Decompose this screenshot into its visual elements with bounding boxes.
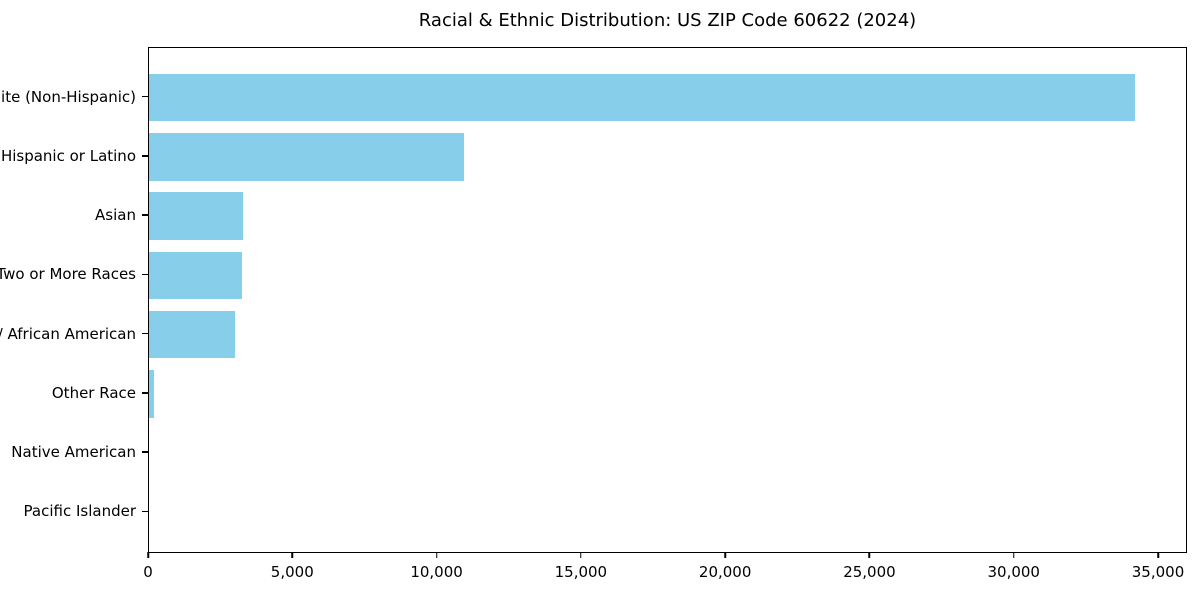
x-tick-label: 5,000 [270,562,314,581]
y-tick-mark [141,392,148,394]
x-tick-mark [147,551,149,558]
y-tick-mark [141,95,148,98]
bar [149,73,1136,122]
x-tick-label: 25,000 [843,562,896,581]
y-tick-mark [141,273,148,276]
x-tick-label: 35,000 [1131,562,1185,581]
x-tick-mark [1157,551,1159,558]
x-tick-mark [724,551,726,558]
x-tick-mark [1012,551,1015,558]
y-axis-category-label: White (Non-Hispanic) [0,87,136,106]
x-tick-label: 0 [143,562,153,581]
y-axis-category-label: Pacific Islander [23,502,136,521]
y-axis-category-label: Hispanic or Latino [0,146,136,165]
y-axis: White (Non-Hispanic) Hispanic or Latino As… [0,47,148,553]
x-tick-label: 20,000 [698,562,752,581]
bar [149,370,155,418]
bar [149,192,243,240]
x-axis: 0 5,000 10,000 15,000 20,000 25,000 30,000 35,0… [143,551,1185,596]
y-tick-mark [141,214,148,216]
x-tick-mark [435,551,438,558]
x-tick-label: 30,000 [987,562,1040,581]
y-axis-category-label: Two or More Races [0,265,136,284]
x-tick-mark [580,551,582,558]
y-axis-category-label: Asian [95,206,136,225]
chart-title: Racial & Ethnic Distribution: US ZIP Cod… [418,10,917,31]
y-axis-category-label: Native American [11,443,136,462]
bar [149,133,464,181]
bar [149,310,235,359]
x-tick-label: 10,000 [410,562,463,581]
bar [149,251,242,300]
y-axis-category-label: Other Race [51,383,136,402]
y-tick-mark [141,332,148,335]
plot-area [148,47,1187,553]
x-tick-mark [291,551,294,558]
x-tick-label: 15,000 [554,562,608,581]
y-tick-mark [141,451,148,453]
y-tick-mark [141,155,148,157]
x-tick-mark [868,551,871,558]
y-axis-category-label: Black / African American [0,324,136,343]
y-tick-mark [141,510,148,513]
